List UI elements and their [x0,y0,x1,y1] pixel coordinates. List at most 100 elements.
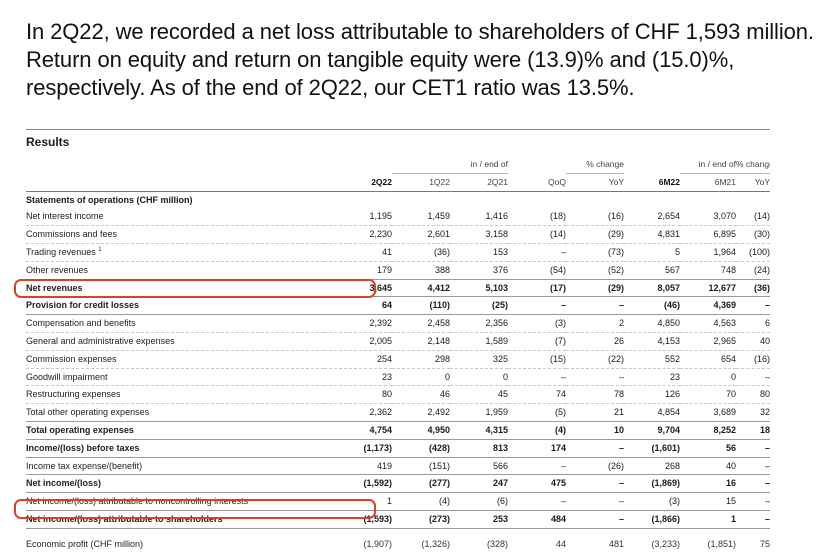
table-cell: 419 [324,457,392,476]
table-cell: (1,601) [624,439,680,458]
table-cell: 4,153 [624,332,680,351]
column-header: 2Q22 [324,173,392,192]
row-label: Compensation and benefits [26,314,324,333]
column-header: YoY [566,173,624,192]
table-row: Economic profit (CHF million) (1,907) (1,3… [26,536,770,553]
table-cell: 40 [736,332,770,351]
table-cell: 2,148 [392,332,450,351]
table-cell: 3,158 [450,225,508,244]
table-cell: 325 [450,350,508,369]
column-header: 2Q21 [450,173,508,192]
table-cell: 10 [566,421,624,440]
table-cell: 179 [324,261,392,280]
table-cell: 8,057 [624,279,680,298]
table-cell: 80 [324,385,392,405]
row-label: Commission expenses [26,350,324,369]
table-cell: – [736,492,770,511]
table-cell: (73) [566,243,624,262]
table-cell: 253 [450,510,508,529]
table-cell: 4,412 [392,279,450,298]
table-cell: 78 [566,385,624,405]
column-header: 1Q22 [392,173,450,192]
table-cell: (1,326) [421,538,450,549]
table-cell: – [508,492,566,511]
table-cell: 813 [450,439,508,458]
table-cell: (4) [508,421,566,440]
table-cell: (18) [508,208,566,227]
highlight-net-revenues [14,279,376,298]
row-label-text: Goodwill impairment [26,371,108,382]
table-cell: 1,195 [324,208,392,227]
group-header-pct-change: % change [566,156,624,174]
row-label-text: Other revenues [26,264,89,275]
table-cell: – [566,296,624,316]
table-cell: 566 [450,457,508,476]
row-label-text: Income tax expense/(benefit) [26,460,143,471]
table-cell: 16 [680,474,736,494]
table-cell: 1,459 [392,208,450,227]
table-cell: (3) [624,492,680,511]
table-cell: (6) [450,492,508,511]
table-cell: 5,103 [450,279,508,298]
group-header-row: in / end of % change in / end of % chang… [26,156,770,174]
table-cell: (1,592) [324,474,392,494]
table-row: General and administrative expenses 2,005… [26,332,770,351]
table-cell: 481 [608,538,624,549]
table-cell: (7) [508,332,566,351]
table-cell: 1,416 [450,208,508,227]
table-cell: 552 [624,350,680,369]
table-row: Commission expenses 254 298 325 (15) (22) 552 6… [26,350,770,369]
table-cell: 0 [450,368,508,387]
table-cell: (16) [736,350,770,369]
column-header: YoY [736,173,770,192]
table-cell: 4,754 [324,421,392,440]
table-cell: (5) [508,403,566,422]
table-cell: 126 [624,385,680,405]
row-label: Net income/(loss) [26,474,324,494]
table-cell: 2 [566,314,624,333]
row-label-text: Net revenues [26,282,83,293]
table-cell: 298 [392,350,450,369]
table-cell: (1,866) [624,510,680,529]
top-divider [26,129,770,130]
table-cell: 40 [680,457,736,476]
table-cell: 3,070 [680,208,736,227]
row-label: Goodwill impairment [26,368,324,387]
group-header-in-end-of: in / end of [392,156,508,174]
row-label-text: Provision for credit losses [26,300,140,311]
row-label: Income tax expense/(benefit) [26,457,324,476]
table-cell: 32 [736,403,770,422]
table-cell: 2,965 [680,332,736,351]
headline-text: In 2Q22, we recorded a net loss attribut… [26,19,814,100]
table-cell: 23 [624,368,680,387]
table-cell: 6 [736,314,770,333]
table-cell: 9,704 [624,421,680,440]
table-cell: (151) [392,457,450,476]
table-cell: 2,392 [324,314,392,333]
table-cell: 80 [736,385,770,405]
table-cell: (3,233) [651,538,680,549]
table-cell: 4,854 [624,403,680,422]
table-cell: 4,369 [680,296,736,316]
table-cell: – [566,439,624,458]
row-label: Commissions and fees [26,225,324,244]
table-cell: (277) [392,474,450,494]
table-cell: (54) [508,261,566,280]
table-cell: 2,458 [392,314,450,333]
row-label: Net interest income [26,208,324,227]
row-label-text: Net interest income [26,211,104,222]
table-cell: (15) [508,350,566,369]
row-label: Other revenues [26,261,324,280]
table-cell: 26 [566,332,624,351]
row-label-text: Trading revenues [26,246,96,257]
row-label-text: General and administrative expenses [26,335,175,346]
table-cell: – [566,368,624,387]
table-row: Net income/(loss) (1,592) (277) 247 475– (1,8… [26,474,770,494]
table-cell: 75 [759,538,770,549]
table-cell: – [508,368,566,387]
table-cell: 1,959 [450,403,508,422]
table-cell: 6,895 [680,225,736,244]
row-label: Trading revenues 1 [26,243,324,262]
row-label: General and administrative expenses [26,332,324,351]
group-header-in-end-of-6m: in / end of [680,156,736,174]
